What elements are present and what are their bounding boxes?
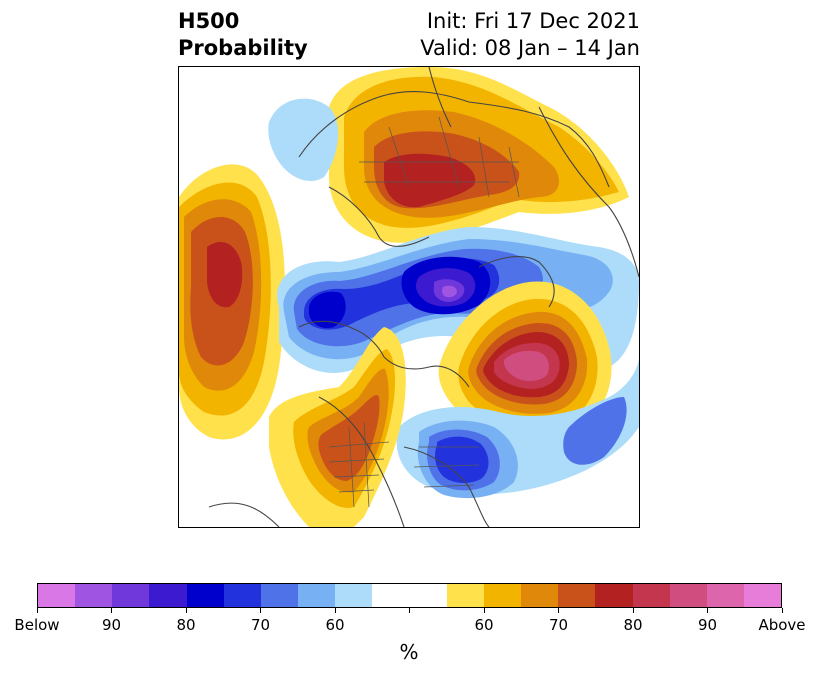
colorbar-label: 80 bbox=[623, 616, 643, 634]
anomaly-eurasia bbox=[329, 67, 629, 243]
colorbar-label: 60 bbox=[325, 616, 345, 634]
anomaly-western-north-america bbox=[269, 327, 406, 527]
colorbar-segment bbox=[446, 584, 484, 607]
colorbar-label: Above bbox=[758, 616, 806, 634]
colorbar-segment bbox=[743, 584, 782, 607]
colorbar-segment bbox=[75, 584, 113, 607]
colorbar-unit: % bbox=[399, 640, 419, 664]
map-canvas bbox=[179, 67, 639, 527]
colorbar-tick bbox=[260, 608, 261, 613]
init-date: Init: Fri 17 Dec 2021 bbox=[426, 9, 640, 33]
colorbar-segment bbox=[521, 584, 559, 607]
colorbar-segment bbox=[706, 584, 744, 607]
colorbar-segment bbox=[149, 584, 187, 607]
probability-colorbar bbox=[37, 583, 782, 608]
map-title: H500 Probability bbox=[178, 8, 308, 62]
political-borders bbox=[328, 116, 520, 508]
colorbar-label: Below bbox=[14, 616, 60, 634]
colorbar-tick bbox=[36, 608, 38, 613]
forecast-dates: Init: Fri 17 Dec 2021 Valid: 08 Jan – 14… bbox=[380, 8, 640, 62]
colorbar-segment bbox=[260, 584, 299, 607]
colorbar-tick bbox=[707, 608, 708, 613]
title-product: Probability bbox=[178, 36, 308, 60]
colorbar-tick bbox=[483, 608, 485, 613]
colorbar-tick bbox=[632, 608, 634, 613]
colorbar-segment bbox=[335, 584, 373, 607]
valid-range: Valid: 08 Jan – 14 Jan bbox=[420, 36, 640, 60]
colorbar-tick bbox=[334, 608, 336, 613]
colorbar-label: 90 bbox=[101, 616, 122, 634]
colorbar-segment bbox=[409, 584, 447, 607]
colorbar-segment bbox=[38, 584, 76, 607]
colorbar-label: 80 bbox=[176, 616, 196, 634]
colorbar-center-tick bbox=[409, 608, 410, 613]
colorbar-segment bbox=[223, 584, 261, 607]
colorbar-tick bbox=[185, 608, 187, 613]
colorbar-tick bbox=[781, 608, 783, 613]
anomaly-northwest-pacific bbox=[268, 98, 339, 182]
colorbar-label: 60 bbox=[474, 616, 494, 634]
coastlines bbox=[208, 67, 639, 527]
title-variable: H500 bbox=[178, 9, 240, 33]
colorbar-segment bbox=[558, 584, 596, 607]
colorbar-segment bbox=[483, 584, 522, 607]
colorbar-tick bbox=[111, 608, 112, 613]
colorbar-segment bbox=[298, 584, 336, 607]
colorbar-segment bbox=[112, 584, 150, 607]
colorbar-tick bbox=[558, 608, 559, 613]
colorbar-segment bbox=[632, 584, 670, 607]
anomaly-eastern-north-america bbox=[396, 357, 639, 499]
colorbar-label: 70 bbox=[250, 616, 271, 634]
colorbar-label: 90 bbox=[697, 616, 718, 634]
colorbar-label: 70 bbox=[548, 616, 569, 634]
colorbar-segment bbox=[372, 584, 410, 607]
colorbar-segment bbox=[186, 584, 224, 607]
anomaly-north-atlantic bbox=[438, 281, 612, 439]
probability-map bbox=[178, 66, 640, 528]
colorbar-segment bbox=[669, 584, 707, 607]
anomaly-north-pacific bbox=[179, 164, 285, 440]
colorbar-segment bbox=[595, 584, 633, 607]
